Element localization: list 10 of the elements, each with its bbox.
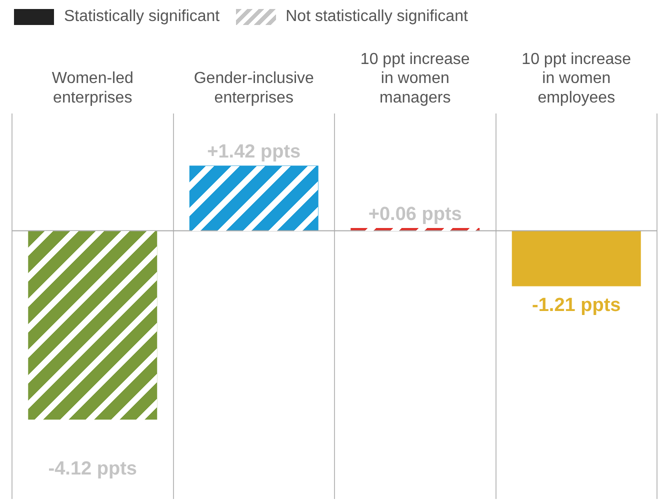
- data-label: -1.21 ppts: [532, 294, 621, 316]
- data-label: +0.06 ppts: [368, 204, 462, 225]
- data-label: +1.42 ppts: [207, 141, 301, 162]
- x-tick-label: 10 ppt increase in women managers: [360, 51, 470, 106]
- text: Not statistically significant: [286, 8, 468, 26]
- x-tick-label: Women-led enterprises: [52, 70, 134, 106]
- text: Statistically significant: [64, 8, 220, 26]
- x-tick-label: Gender-inclusive enterprises: [194, 70, 314, 106]
- x-tick-label: 10 ppt increase in women employees: [522, 51, 632, 106]
- data-label: -4.12 ppts: [48, 458, 137, 480]
